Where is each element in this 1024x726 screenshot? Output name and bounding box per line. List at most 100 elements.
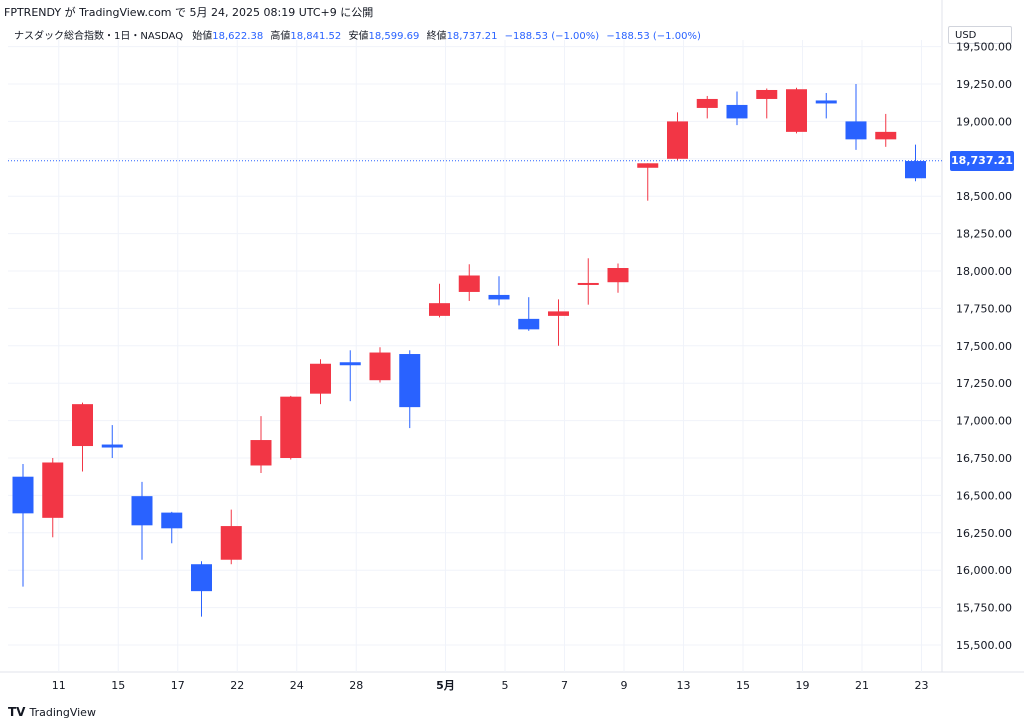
candle-body xyxy=(518,318,540,330)
candle-body xyxy=(875,131,897,140)
publisher-attribution: FPTRENDY が TradingView.com で 5月 24, 2025… xyxy=(4,6,374,19)
time-tick-label: 28 xyxy=(349,679,363,692)
candle-body xyxy=(12,476,34,514)
candle-body xyxy=(488,294,510,300)
candle-body xyxy=(250,440,272,466)
candle-body xyxy=(369,352,391,381)
footer-brand[interactable]: TradingView xyxy=(29,705,96,719)
price-tick-label: 19,500.00 xyxy=(956,41,1012,54)
candle xyxy=(756,88,778,119)
candle-body xyxy=(458,275,480,292)
price-tick-label: 17,500.00 xyxy=(956,340,1012,353)
candle xyxy=(548,299,569,346)
candle xyxy=(280,395,302,460)
time-tick-label: 24 xyxy=(290,679,304,692)
candle xyxy=(131,481,153,560)
candle xyxy=(429,283,450,318)
candle xyxy=(220,509,242,565)
change-value-2: −188.53 (−1.00%) xyxy=(606,31,701,42)
candle-body xyxy=(161,512,183,529)
candle xyxy=(815,92,837,119)
candle-body xyxy=(548,311,569,316)
candle xyxy=(369,347,391,383)
low-label: 安値 xyxy=(348,31,369,42)
candle-body xyxy=(905,161,926,179)
candle-body xyxy=(72,404,93,447)
candle-body xyxy=(845,121,867,140)
time-tick-label: 21 xyxy=(855,679,869,692)
candle xyxy=(458,264,480,301)
candle xyxy=(250,416,272,473)
high-label: 高値 xyxy=(270,31,291,42)
candle-body xyxy=(339,362,361,366)
candle-body xyxy=(756,89,778,99)
price-tick-label: 19,250.00 xyxy=(956,78,1012,91)
candle xyxy=(191,561,212,617)
candle-body xyxy=(191,564,212,592)
time-tick-label: 23 xyxy=(915,679,929,692)
candle xyxy=(310,359,331,405)
candle xyxy=(637,163,659,201)
candle-body xyxy=(101,444,123,448)
candle xyxy=(72,402,93,472)
candle xyxy=(607,263,629,293)
candle xyxy=(875,113,897,147)
candle-body xyxy=(42,462,64,518)
price-tick-label: 16,500.00 xyxy=(956,489,1012,502)
candle xyxy=(577,258,599,305)
candle-body xyxy=(131,496,153,526)
time-tick-label: 9 xyxy=(621,679,628,692)
symbol-title[interactable]: ナスダック総合指数・1日・NASDAQ xyxy=(14,31,184,42)
candle xyxy=(905,144,926,182)
candle xyxy=(161,511,183,544)
price-tick-label: 15,500.00 xyxy=(956,639,1012,652)
time-axis: 11 15 17 22 24 28 5月 5 7 9 13 15 19 21 23 xyxy=(52,679,929,692)
candle xyxy=(518,297,540,331)
low-value: 18,599.69 xyxy=(368,31,420,42)
candle-body xyxy=(637,163,659,168)
candle xyxy=(845,84,867,150)
high-value: 18,841.52 xyxy=(290,31,342,42)
candle-body xyxy=(577,282,599,285)
open-value: 18,622.38 xyxy=(212,31,264,42)
price-tick-label: 19,000.00 xyxy=(956,115,1012,128)
current-price-label: 18,737.21 xyxy=(950,150,1014,171)
price-tick-label: 17,000.00 xyxy=(956,415,1012,428)
candle-body xyxy=(220,526,242,560)
candle-body xyxy=(399,354,421,408)
candle-body xyxy=(607,268,629,283)
candle xyxy=(42,458,64,538)
tradingview-logo-icon: 𝗧𝗩 xyxy=(8,705,26,719)
footer: 𝗧𝗩 TradingView xyxy=(8,705,96,719)
time-tick-label: 11 xyxy=(52,679,66,692)
price-axis: 15,500.00 15,750.00 16,000.00 16,250.00 16,5… xyxy=(956,41,1012,652)
candle-body xyxy=(786,89,807,132)
price-tick-label: 17,750.00 xyxy=(956,302,1012,315)
close-label: 終値 xyxy=(426,31,447,42)
candle xyxy=(488,276,510,306)
price-tick-label: 16,000.00 xyxy=(956,564,1012,577)
currency-button[interactable]: USD xyxy=(948,26,1012,44)
price-tick-label: 17,250.00 xyxy=(956,377,1012,390)
candle-body xyxy=(280,396,302,458)
price-tick-label: 16,250.00 xyxy=(956,527,1012,540)
time-tick-label: 7 xyxy=(561,679,568,692)
price-tick-label: 15,750.00 xyxy=(956,602,1012,615)
close-value: 18,737.21 xyxy=(446,31,498,42)
candle-body xyxy=(667,121,688,159)
price-tick-label: 18,250.00 xyxy=(956,228,1012,241)
price-tick-label: 16,750.00 xyxy=(956,452,1012,465)
candle xyxy=(667,112,688,161)
change-value: −188.53 (−1.00%) xyxy=(504,31,600,42)
open-label: 始値 xyxy=(192,31,213,42)
time-tick-label: 5月 xyxy=(436,679,455,692)
candle-body xyxy=(310,363,331,394)
time-tick-label: 15 xyxy=(111,679,125,692)
price-tick-label: 18,000.00 xyxy=(956,265,1012,278)
time-tick-label: 13 xyxy=(677,679,691,692)
candle-body xyxy=(726,104,748,119)
candle-body xyxy=(429,303,450,316)
candles xyxy=(12,84,926,617)
candle xyxy=(696,95,718,119)
